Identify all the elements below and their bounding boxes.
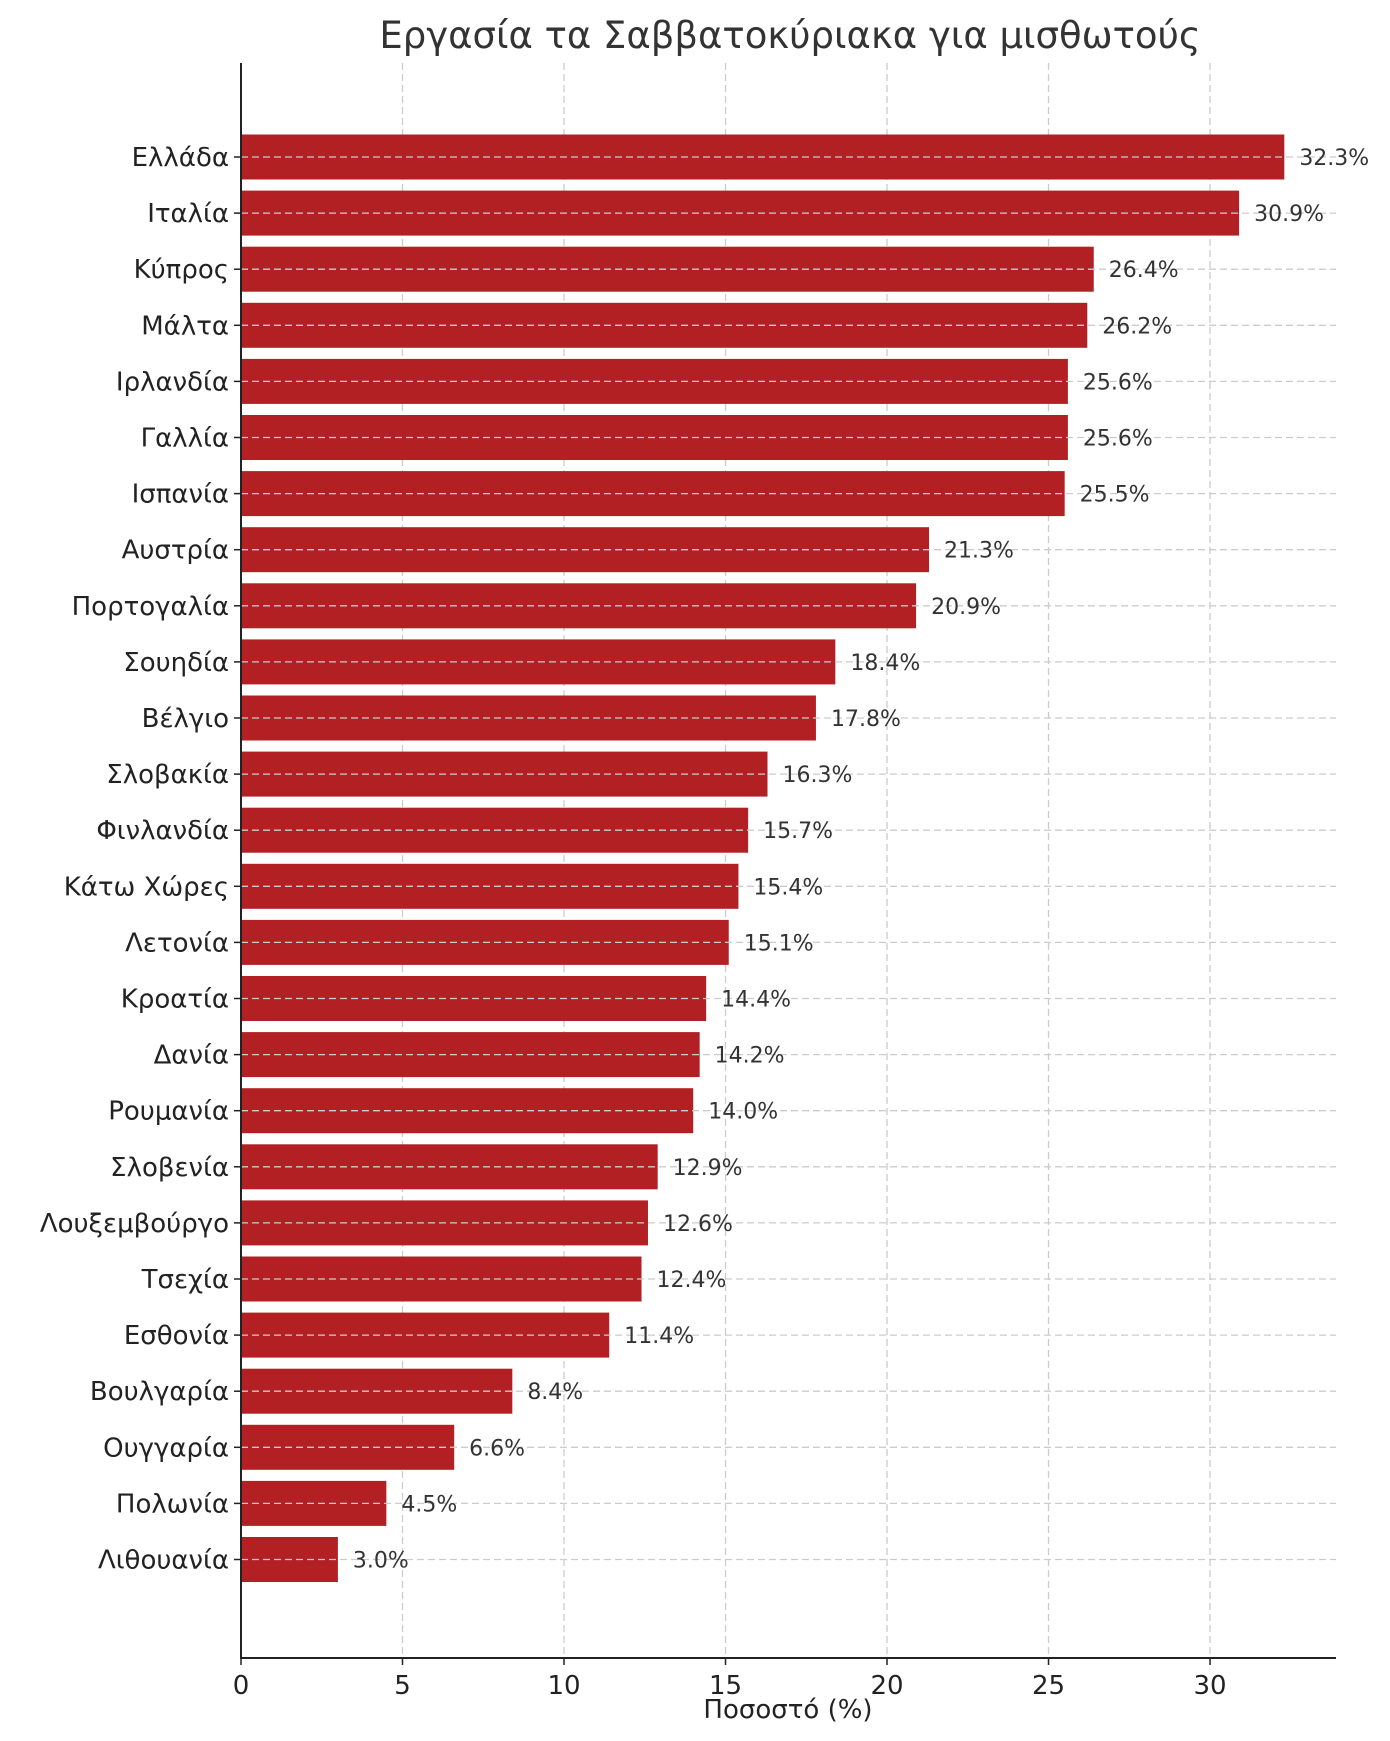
y-tick-label: Ρουμανία <box>108 1097 229 1127</box>
bars <box>241 134 1285 1582</box>
value-label: 15.7% <box>763 819 833 844</box>
value-label: 11.4% <box>624 1324 694 1349</box>
value-label: 4.5% <box>401 1492 457 1517</box>
x-tick-label: 10 <box>547 1671 580 1701</box>
value-label: 32.3% <box>1299 146 1369 171</box>
y-tick-label: Κάτω Χώρες <box>64 872 229 902</box>
x-tick-label: 25 <box>1032 1671 1065 1701</box>
value-label: 14.2% <box>715 1044 785 1069</box>
y-tick-label: Βουλγαρία <box>90 1377 229 1407</box>
value-labels: 32.3% 30.9% 26.4% 26.2% 25.6% 25.6% 25.5% 21.3%… <box>241 146 1369 1574</box>
value-label: 18.4% <box>850 651 920 676</box>
value-label: 12.9% <box>673 1156 743 1181</box>
value-label: 14.4% <box>721 988 791 1013</box>
y-tick-label: Λουξεμβούργο <box>40 1209 229 1239</box>
y-tick-label: Φινλανδία <box>96 816 229 846</box>
x-tick-label: 15 <box>709 1671 742 1701</box>
bar <box>241 751 768 797</box>
y-tick-label: Ισπανία <box>132 480 229 510</box>
x-axis-ticks: 0 5 10 15 20 25 30 <box>233 1658 1227 1701</box>
y-tick-label: Γαλλία <box>141 424 229 454</box>
x-tick-label: 0 <box>233 1671 250 1701</box>
y-tick-label: Λετονία <box>125 928 229 958</box>
bar <box>241 1032 700 1078</box>
value-label: 25.5% <box>1080 483 1150 508</box>
x-tick-label: 20 <box>870 1671 903 1701</box>
value-label: 12.6% <box>663 1212 733 1237</box>
y-tick-label: Πορτογαλία <box>72 592 229 622</box>
value-label: 15.1% <box>744 931 814 956</box>
value-label: 17.8% <box>831 707 901 732</box>
y-tick-label: Εσθονία <box>124 1321 229 1351</box>
value-label: 26.4% <box>1109 258 1179 283</box>
y-tick-label: Τσεχία <box>141 1265 229 1295</box>
y-tick-label: Κύπρος <box>134 255 229 285</box>
y-tick-label: Ουγγαρία <box>103 1433 229 1463</box>
y-tick-label: Ελλάδα <box>132 143 229 173</box>
value-label: 26.2% <box>1102 314 1172 339</box>
value-label: 20.9% <box>931 595 1001 620</box>
value-label: 16.3% <box>783 763 853 788</box>
value-label: 25.6% <box>1083 427 1153 452</box>
y-tick-label: Δανία <box>154 1041 229 1071</box>
chart-title: Εργασία τα Σαββατοκύριακα για μισθωτούς <box>379 14 1200 57</box>
value-label: 25.6% <box>1083 370 1153 395</box>
y-tick-label: Λιθουανία <box>98 1546 229 1576</box>
y-tick-label: Κροατία <box>121 985 229 1015</box>
value-label: 6.6% <box>469 1436 525 1461</box>
y-tick-label: Σουηδία <box>123 648 229 678</box>
value-label: 8.4% <box>527 1380 583 1405</box>
y-tick-label: Ιταλία <box>147 199 229 229</box>
value-label: 14.0% <box>708 1100 778 1125</box>
x-tick-label: 30 <box>1193 1671 1226 1701</box>
value-label: 21.3% <box>944 539 1014 564</box>
y-tick-label: Μάλτα <box>141 311 229 341</box>
x-tick-label: 5 <box>394 1671 411 1701</box>
y-tick-label: Ιρλανδία <box>116 367 229 397</box>
value-label: 12.4% <box>657 1268 727 1293</box>
y-tick-label: Αυστρία <box>122 536 229 566</box>
y-tick-label: Σλοβενία <box>110 1153 229 1183</box>
x-axis-title: Ποσοστό (%) <box>703 1695 872 1725</box>
y-tick-label: Σλοβακία <box>106 760 229 790</box>
value-label: 15.4% <box>753 875 823 900</box>
value-label: 3.0% <box>353 1549 409 1574</box>
y-tick-label: Πολωνία <box>116 1489 229 1519</box>
value-label: 30.9% <box>1254 202 1324 227</box>
grid-lines <box>401 63 1211 1658</box>
y-tick-label: Βέλγιο <box>142 704 229 734</box>
y-axis-ticks: Ελλάδα Ιταλία Κύπρος Μάλτα Ιρλανδία Γαλλία Ισπ… <box>40 143 241 1576</box>
